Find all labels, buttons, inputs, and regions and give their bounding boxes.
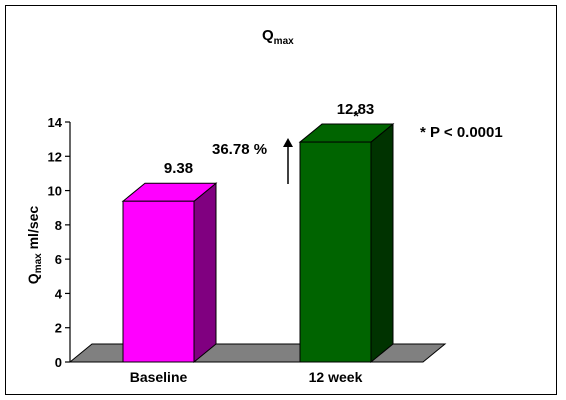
bar-side <box>193 182 217 364</box>
significance-marker: * <box>353 108 359 125</box>
bar-12-week <box>298 123 395 364</box>
x-category-label: Baseline <box>130 369 188 385</box>
bar-value-label: 12.83 <box>337 101 375 118</box>
y-axis-label: Qmax ml/sec <box>25 206 44 285</box>
bar-front <box>299 141 372 363</box>
bar-baseline <box>121 182 218 364</box>
y-tick-label: 8 <box>55 218 62 233</box>
x-category-label: 12 week <box>309 369 363 385</box>
change-percent-annotation: 36.78 % <box>212 141 267 158</box>
y-tick-label: 0 <box>55 355 62 370</box>
bar-value-label: 9.38 <box>164 160 193 177</box>
y-tick-label: 4 <box>55 286 63 301</box>
up-arrow-icon <box>283 138 293 184</box>
y-tick-label: 2 <box>55 321 62 336</box>
y-tick-label: 14 <box>48 115 63 130</box>
p-value-annotation: * P < 0.0001 <box>420 124 503 141</box>
y-tick-label: 12 <box>48 149 62 164</box>
y-tick-label: 6 <box>55 252 62 267</box>
bar-front <box>122 200 195 363</box>
y-tick-label: 10 <box>48 184 62 199</box>
chart-title: Qmax <box>262 27 294 47</box>
chart-frame <box>5 5 557 395</box>
bar-side <box>370 123 394 364</box>
